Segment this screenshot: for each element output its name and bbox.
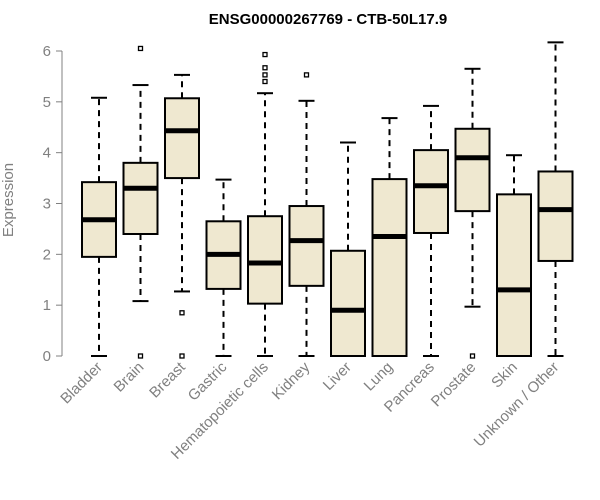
outlier-2 xyxy=(262,65,268,71)
y-tick-label-6: 6 xyxy=(43,43,51,60)
box-skin xyxy=(496,154,532,357)
x-tick-label-1: Brain xyxy=(111,359,148,396)
box-iqr xyxy=(454,127,491,213)
x-tick-label-7: Lung xyxy=(361,359,397,395)
x-tick-label-9: Prostate xyxy=(428,359,480,411)
box-gastric xyxy=(205,178,242,357)
x-tick-label-0: Bladder xyxy=(57,359,106,408)
box-iqr xyxy=(164,97,200,180)
chart-title: ENSG00000267769 - CTB-50L17.9 xyxy=(209,11,447,28)
box-pancreas xyxy=(413,104,449,357)
box-iqr xyxy=(537,170,574,262)
boxes-group xyxy=(81,41,574,359)
outlier-0 xyxy=(262,78,268,85)
y-axis: 0 1 2 3 4 5 6 xyxy=(43,43,63,365)
box-iqr xyxy=(247,215,283,305)
box-hematopoietic-cells xyxy=(247,51,283,357)
outlier-0 xyxy=(469,353,476,359)
y-tick-label-1: 1 xyxy=(43,297,51,314)
outlier-0 xyxy=(303,72,310,78)
x-tick-label-6: Liver xyxy=(320,359,355,394)
y-tick-label-3: 3 xyxy=(43,196,51,213)
box-iqr xyxy=(330,249,366,357)
outlier-0 xyxy=(179,353,185,359)
outlier-0 xyxy=(137,353,144,359)
y-tick-label-2: 2 xyxy=(43,246,51,263)
box-liver xyxy=(330,141,366,357)
box-iqr xyxy=(496,193,532,357)
box-prostate xyxy=(454,67,491,359)
y-tick-label-4: 4 xyxy=(43,145,51,162)
y-tick-label-0: 0 xyxy=(43,348,51,365)
box-bladder xyxy=(81,96,117,357)
box-unknown-other xyxy=(537,41,574,357)
box-iqr xyxy=(122,161,159,235)
box-iqr xyxy=(288,205,325,287)
outlier-3 xyxy=(262,51,268,58)
box-breast xyxy=(164,73,200,359)
box-iqr xyxy=(371,178,408,357)
outlier-1 xyxy=(262,72,268,78)
y-axis-label: Expression xyxy=(0,163,17,237)
box-brain xyxy=(122,45,159,359)
box-lung xyxy=(371,117,408,357)
box-kidney xyxy=(288,72,325,357)
x-tick-label-2: Breast xyxy=(146,358,189,401)
y-tick-label-5: 5 xyxy=(43,94,51,111)
x-tick-label-10: Skin xyxy=(488,359,521,392)
box-iqr xyxy=(413,149,449,234)
x-tick-label-5: Kidney xyxy=(269,358,314,403)
outlier-1 xyxy=(179,310,185,316)
outlier-1 xyxy=(137,45,144,52)
